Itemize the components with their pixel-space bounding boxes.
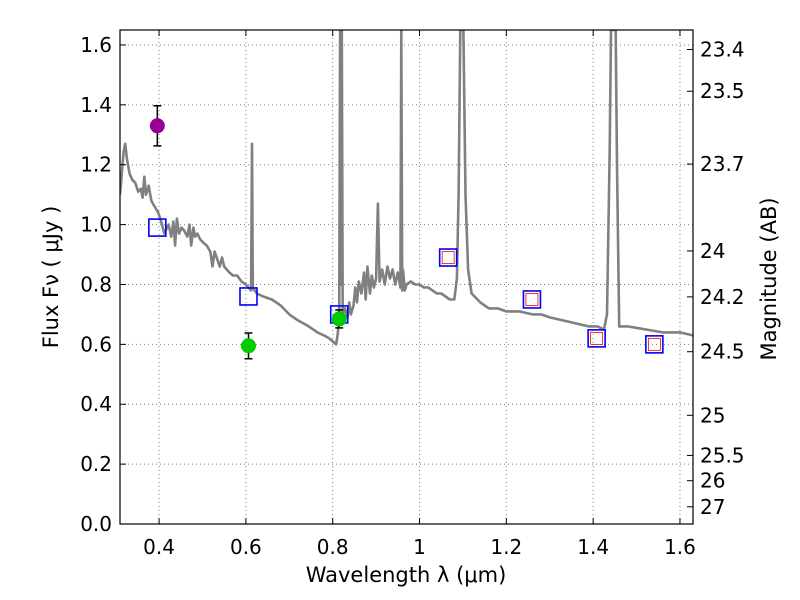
y-tick-label: 0.0 <box>80 512 112 536</box>
mag-tick-label: 25.5 <box>700 443 745 467</box>
mag-tick-label: 24.2 <box>700 285 745 309</box>
observed-model-square <box>441 251 455 264</box>
y-tick-label: 0.4 <box>80 392 112 416</box>
sed-model-line <box>120 30 693 346</box>
observed-green-point <box>331 311 347 327</box>
observed-magenta-point <box>149 118 165 134</box>
mag-tick-label: 24.5 <box>700 340 745 364</box>
mag-tick-label: 26 <box>700 469 725 493</box>
mag-tick-label: 23.5 <box>700 79 745 103</box>
y-tick-label: 1.4 <box>80 93 112 117</box>
synthetic-photometry-square <box>645 335 664 354</box>
x-axis-label: Wavelength λ (μm) <box>306 563 507 587</box>
plot-area <box>120 30 693 360</box>
synthetic-photometry-square <box>438 248 458 267</box>
x-tick-label: 0.8 <box>317 535 349 559</box>
x-tick-label: 1.2 <box>490 535 522 559</box>
observed-model-square <box>647 337 661 351</box>
y-tick-label: 1.2 <box>80 153 112 177</box>
plot-frame <box>119 29 694 525</box>
y-tick-label: 1.0 <box>80 213 112 237</box>
mag-tick-label: 27 <box>700 495 725 519</box>
x-tick-label: 1 <box>413 535 426 559</box>
mag-tick-label: 25 <box>700 403 725 427</box>
ticks: 0.4 0.6 0.8 1 1.2 1.4 1.6 0.0 0.2 0.4 0.6 0.8 1.0 1.2… <box>80 30 745 559</box>
observed-model-square <box>590 331 604 345</box>
y-tick-label: 0.2 <box>80 452 112 476</box>
mag-tick-label: 23.4 <box>700 37 745 61</box>
synthetic-photometry-square <box>148 218 167 237</box>
y-tick-label: 0.8 <box>80 272 112 296</box>
observed-green-point <box>240 338 256 354</box>
y-tick-label: 1.6 <box>80 33 112 57</box>
y-axis-label: Flux Fν ( μJy ) <box>39 206 63 349</box>
x-tick-label: 0.6 <box>230 535 262 559</box>
x-tick-label: 0.4 <box>143 535 175 559</box>
y-axis-right-label: Magnitude (AB) <box>757 197 781 360</box>
mag-tick-label: 24 <box>700 239 725 263</box>
x-tick-label: 1.6 <box>664 535 696 559</box>
y-tick-label: 0.6 <box>80 332 112 356</box>
synthetic-photometry-square <box>522 290 542 309</box>
synthetic-photometry-square <box>239 287 258 306</box>
synthetic-photometry-square <box>587 329 606 348</box>
observed-model-square <box>525 293 539 306</box>
mag-tick-label: 23.7 <box>700 152 745 176</box>
x-tick-label: 1.4 <box>577 535 609 559</box>
